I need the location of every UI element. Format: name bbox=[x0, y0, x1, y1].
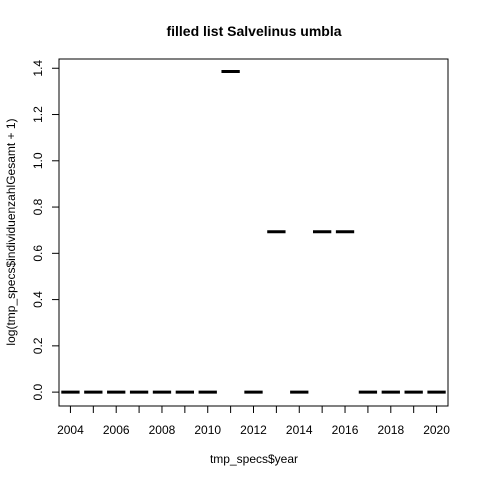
x-axis: 2004 2006 2008 2010 2012 2014 2016 2018 2020 bbox=[57, 405, 450, 437]
y-tick-label-0.0: 0.0 bbox=[31, 383, 45, 400]
boxes-group bbox=[61, 69, 446, 394]
x-tick-label-2020: 2020 bbox=[423, 423, 450, 437]
y-tick-label-1.0: 1.0 bbox=[31, 152, 45, 169]
chart-title: filled list Salvelinus umbla bbox=[166, 23, 341, 39]
y-tick-label-0.8: 0.8 bbox=[31, 198, 45, 215]
y-tick-label-0.6: 0.6 bbox=[31, 245, 45, 262]
y-axis: 0.0 0.2 0.4 0.6 0.8 1.0 1.2 1.4 bbox=[31, 60, 60, 400]
y-tick-label-0.2: 0.2 bbox=[31, 337, 45, 354]
x-tick-label-2012: 2012 bbox=[240, 423, 267, 437]
x-tick-label-2014: 2014 bbox=[286, 423, 313, 437]
x-tick-label-2018: 2018 bbox=[377, 423, 404, 437]
x-axis-label: tmp_specs$year bbox=[210, 452, 298, 466]
y-tick-label-0.4: 0.4 bbox=[31, 291, 45, 308]
y-axis-label: log(tmp_specs$individuenzahlGesamt + 1) bbox=[4, 118, 18, 345]
x-tick-label-2008: 2008 bbox=[149, 423, 176, 437]
x-tick-label-2004: 2004 bbox=[57, 423, 84, 437]
x-tick-label-2010: 2010 bbox=[194, 423, 221, 437]
x-tick-label-2006: 2006 bbox=[103, 423, 130, 437]
y-tick-label-1.2: 1.2 bbox=[31, 106, 45, 123]
y-tick-label-1.4: 1.4 bbox=[31, 60, 45, 77]
x-tick-label-2016: 2016 bbox=[332, 423, 359, 437]
